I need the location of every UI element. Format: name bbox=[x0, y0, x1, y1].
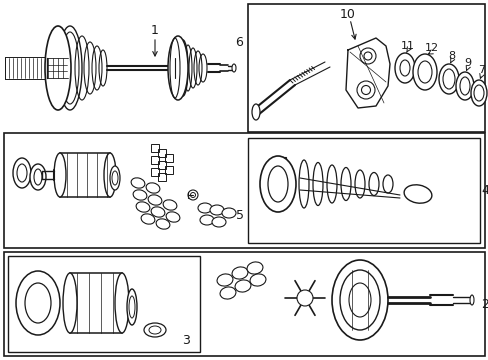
Ellipse shape bbox=[198, 203, 212, 213]
Bar bbox=[247, 138, 479, 243]
Ellipse shape bbox=[220, 287, 236, 299]
Ellipse shape bbox=[151, 207, 164, 217]
Ellipse shape bbox=[394, 53, 414, 83]
Bar bbox=[158, 149, 165, 157]
Ellipse shape bbox=[438, 64, 458, 94]
Ellipse shape bbox=[382, 175, 392, 193]
Bar bbox=[158, 173, 165, 181]
Ellipse shape bbox=[249, 274, 265, 286]
Text: 6: 6 bbox=[235, 36, 243, 49]
Ellipse shape bbox=[212, 217, 225, 227]
Ellipse shape bbox=[115, 273, 129, 333]
Ellipse shape bbox=[156, 219, 169, 229]
Ellipse shape bbox=[141, 214, 155, 224]
Ellipse shape bbox=[127, 289, 137, 325]
Text: 5: 5 bbox=[236, 208, 244, 221]
Ellipse shape bbox=[232, 267, 247, 279]
Ellipse shape bbox=[470, 80, 486, 106]
Circle shape bbox=[187, 190, 198, 200]
Text: 10: 10 bbox=[339, 8, 355, 21]
Ellipse shape bbox=[246, 262, 263, 274]
Ellipse shape bbox=[143, 323, 165, 337]
Ellipse shape bbox=[54, 153, 66, 197]
Ellipse shape bbox=[45, 26, 71, 110]
Ellipse shape bbox=[178, 40, 187, 96]
Bar bbox=[4, 133, 484, 248]
Ellipse shape bbox=[131, 178, 144, 188]
Ellipse shape bbox=[222, 208, 236, 218]
Ellipse shape bbox=[331, 260, 387, 340]
Text: 2: 2 bbox=[480, 298, 488, 311]
Ellipse shape bbox=[16, 271, 60, 335]
Bar bbox=[158, 161, 165, 169]
Ellipse shape bbox=[136, 202, 150, 212]
Text: 9: 9 bbox=[464, 58, 470, 68]
Ellipse shape bbox=[148, 195, 162, 205]
Ellipse shape bbox=[403, 185, 431, 203]
Text: 8: 8 bbox=[447, 51, 455, 61]
Bar bbox=[70, 273, 122, 333]
Ellipse shape bbox=[455, 72, 473, 100]
Text: 1: 1 bbox=[151, 23, 159, 36]
Bar bbox=[278, 157, 285, 163]
Ellipse shape bbox=[168, 36, 187, 100]
Bar bbox=[8, 256, 200, 352]
Ellipse shape bbox=[217, 274, 232, 286]
Circle shape bbox=[296, 290, 312, 306]
Ellipse shape bbox=[13, 158, 31, 188]
Ellipse shape bbox=[30, 164, 46, 190]
Text: 7: 7 bbox=[477, 65, 485, 75]
Bar bbox=[151, 168, 159, 176]
Ellipse shape bbox=[200, 215, 214, 225]
Circle shape bbox=[356, 81, 374, 99]
Text: 3: 3 bbox=[182, 333, 190, 346]
Ellipse shape bbox=[133, 190, 146, 200]
Ellipse shape bbox=[412, 54, 436, 90]
Bar bbox=[151, 144, 159, 152]
Ellipse shape bbox=[469, 295, 473, 305]
Ellipse shape bbox=[58, 26, 82, 110]
Text: 11: 11 bbox=[400, 41, 414, 51]
Text: 12: 12 bbox=[424, 43, 438, 53]
Ellipse shape bbox=[326, 165, 336, 203]
Ellipse shape bbox=[235, 280, 250, 292]
Circle shape bbox=[359, 48, 375, 64]
Ellipse shape bbox=[63, 273, 77, 333]
Bar bbox=[60, 153, 110, 197]
Bar bbox=[4, 252, 484, 356]
Ellipse shape bbox=[110, 166, 120, 190]
Ellipse shape bbox=[163, 200, 177, 210]
Ellipse shape bbox=[312, 162, 323, 206]
Ellipse shape bbox=[340, 167, 350, 201]
Ellipse shape bbox=[354, 170, 364, 198]
Ellipse shape bbox=[298, 160, 308, 208]
Text: 4: 4 bbox=[480, 184, 488, 197]
Ellipse shape bbox=[251, 104, 260, 120]
Bar bbox=[151, 156, 159, 164]
Bar bbox=[164, 154, 173, 162]
Bar bbox=[164, 166, 173, 174]
Ellipse shape bbox=[146, 183, 160, 193]
Ellipse shape bbox=[166, 212, 180, 222]
Ellipse shape bbox=[231, 64, 236, 72]
Ellipse shape bbox=[368, 172, 378, 195]
Ellipse shape bbox=[260, 156, 295, 212]
Bar bbox=[247, 4, 484, 132]
Ellipse shape bbox=[209, 205, 224, 215]
Ellipse shape bbox=[104, 153, 116, 197]
